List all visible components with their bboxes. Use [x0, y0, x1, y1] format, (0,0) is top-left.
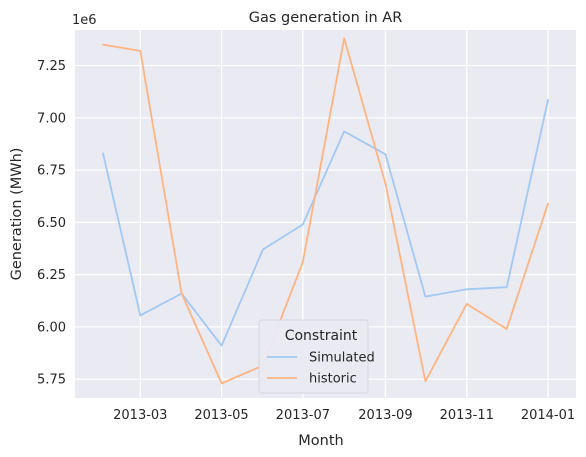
- legend-box: [258, 319, 369, 394]
- legend-label-historic: historic: [309, 372, 357, 387]
- x-tick-label: 2013-05: [194, 408, 248, 423]
- series-lines: [102, 37, 549, 385]
- y-tick-label: 7.00: [37, 111, 66, 126]
- x-tick-label: 2014-01: [521, 408, 575, 423]
- x-gridlines: [139, 30, 549, 398]
- x-axis-label: Month: [298, 433, 343, 449]
- x-tick-label: 2013-11: [440, 408, 494, 423]
- x-tick-labels: 2013-03 2013-05 2013-07 2013-09 2013-11 2014-…: [113, 408, 575, 423]
- legend-title: Constraint: [285, 328, 358, 344]
- y-tick-label: 6.00: [37, 320, 66, 335]
- y-axis-label: Generation (MWh): [9, 148, 25, 281]
- y-tick-label: 6.25: [37, 268, 66, 283]
- series-line-historic: [102, 37, 549, 385]
- chart-title: Gas generation in AR: [249, 10, 403, 26]
- y-tick-label: 7.25: [37, 59, 66, 74]
- y-tick-label: 6.75: [37, 164, 66, 179]
- legend-label-simulated: Simulated: [309, 351, 375, 366]
- y-gridlines: [75, 64, 576, 380]
- y-tick-label: 5.75: [37, 373, 66, 388]
- y-tick-labels: 5.75 6.00 6.25 6.50 6.75 7.00 7.25: [37, 59, 66, 388]
- y-tick-label: 6.50: [37, 216, 66, 231]
- legend: Constraint Simulated historic: [258, 319, 375, 394]
- x-tick-label: 2013-07: [276, 408, 330, 423]
- series-line-simulated: [102, 99, 549, 347]
- y-offset-label: 1e6: [72, 13, 97, 28]
- x-tick-label: 2013-09: [358, 408, 412, 423]
- x-tick-label: 2013-03: [113, 408, 167, 423]
